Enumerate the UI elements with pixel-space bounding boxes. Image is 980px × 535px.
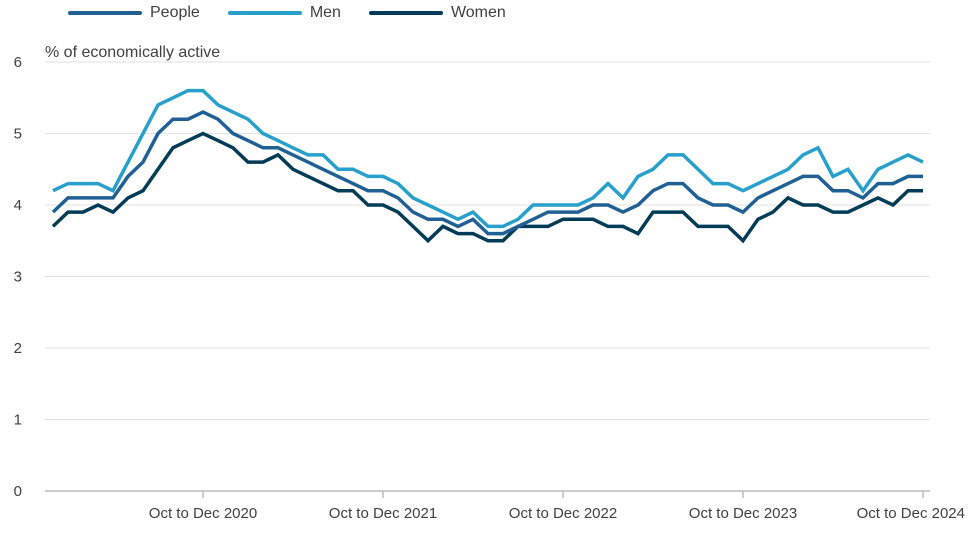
legend-label-people: People (150, 4, 200, 21)
x-tick-label: Oct to Dec 2022 (509, 505, 617, 522)
x-axis: Oct to Dec 2020 Oct to Dec 2021 Oct to Dec… (149, 491, 965, 522)
series-lines (51, 88, 924, 244)
y-tick-label: 3 (14, 269, 22, 286)
y-tick-label: 6 (14, 54, 22, 71)
series-line-men (52, 88, 924, 229)
legend-item-women: Women (368, 4, 506, 22)
legend-item-people: People (68, 4, 200, 22)
y-tick-label: 1 (14, 412, 22, 429)
x-tick-label: Oct to Dec 2020 (149, 505, 257, 522)
y-tick-label: 0 (14, 483, 22, 500)
y-axis-ticks: 0 1 2 3 4 5 6 (14, 54, 22, 500)
legend-swatch-women (368, 11, 443, 15)
legend-label-men: Men (309, 4, 341, 21)
gridlines (45, 61, 930, 492)
y-tick-label: 2 (14, 340, 22, 357)
legend-item-men: Men (227, 4, 341, 22)
x-tick-label: Oct to Dec 2024 (857, 505, 965, 522)
series-line-women (51, 131, 923, 244)
x-tick-label: Oct to Dec 2023 (689, 505, 797, 522)
series-line-people (51, 110, 923, 236)
x-tick-label: Oct to Dec 2021 (329, 505, 437, 522)
y-tick-label: 4 (14, 197, 22, 214)
chart-legend: People Men Women (68, 4, 506, 22)
y-axis-title: % of economically active (45, 44, 220, 61)
legend-swatch-people (68, 11, 142, 15)
legend-swatch-men (227, 11, 302, 15)
legend-label-women: Women (450, 4, 506, 21)
y-tick-label: 5 (14, 126, 22, 143)
